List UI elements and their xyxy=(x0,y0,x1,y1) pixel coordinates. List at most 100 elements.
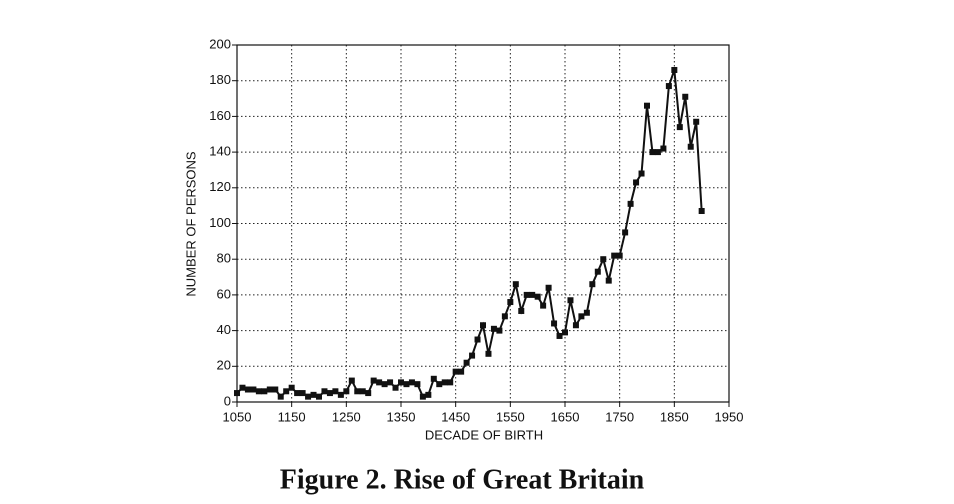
data-marker xyxy=(529,291,536,298)
data-marker xyxy=(682,93,689,100)
data-marker xyxy=(425,391,432,398)
data-marker xyxy=(551,320,558,327)
data-marker xyxy=(594,268,601,275)
data-marker xyxy=(480,322,486,329)
data-marker xyxy=(627,200,634,207)
data-marker xyxy=(316,393,322,400)
data-marker xyxy=(458,368,465,375)
y-tick-label: 180 xyxy=(209,72,231,87)
data-marker xyxy=(556,332,563,339)
data-marker xyxy=(430,375,437,382)
data-marker xyxy=(359,388,366,395)
data-marker xyxy=(299,390,306,397)
data-marker xyxy=(294,390,301,397)
data-marker xyxy=(234,390,240,397)
x-tick-label: 1050 xyxy=(223,409,252,424)
y-tick-label: 200 xyxy=(209,36,231,51)
data-marker xyxy=(485,350,492,357)
data-marker xyxy=(463,359,470,366)
data-marker xyxy=(436,381,443,388)
data-marker xyxy=(649,149,656,156)
x-tick-label: 1550 xyxy=(496,409,525,424)
data-marker xyxy=(545,284,552,291)
data-marker xyxy=(654,149,661,156)
x-tick-label: 1350 xyxy=(387,409,416,424)
data-marker xyxy=(348,377,355,384)
data-marker xyxy=(261,388,268,395)
y-tick-label: 160 xyxy=(209,108,231,123)
data-marker xyxy=(665,83,672,90)
x-axis-title: DECADE OF BIRTH xyxy=(425,427,543,442)
data-marker xyxy=(616,252,623,259)
data-marker xyxy=(277,393,284,400)
y-tick-label: 140 xyxy=(209,144,231,159)
data-marker xyxy=(255,388,262,395)
y-tick-label: 80 xyxy=(217,251,231,266)
data-line xyxy=(236,69,703,399)
data-marker xyxy=(644,102,650,109)
data-marker xyxy=(490,325,497,332)
data-marker xyxy=(288,384,295,391)
data-marker xyxy=(266,386,273,393)
y-tick-label: 120 xyxy=(209,179,231,194)
plot-frame xyxy=(236,44,730,403)
data-marker xyxy=(611,252,618,259)
y-tick-label: 40 xyxy=(217,322,231,337)
y-tick-label: 20 xyxy=(217,358,231,373)
data-marker xyxy=(392,384,399,391)
data-marker xyxy=(239,384,246,391)
data-marker xyxy=(534,293,541,300)
x-tick-label: 1650 xyxy=(551,409,580,424)
data-marker xyxy=(414,381,421,388)
figure-caption: Figure 2. Rise of Great Britain xyxy=(280,464,645,495)
data-marker xyxy=(572,322,579,329)
x-tick-label: 1450 xyxy=(441,409,470,424)
data-marker xyxy=(381,381,388,388)
x-tick-label: 1950 xyxy=(715,409,744,424)
data-marker xyxy=(343,388,350,395)
data-marker xyxy=(305,393,312,400)
data-marker xyxy=(518,307,525,314)
data-marker xyxy=(562,329,568,336)
data-marker xyxy=(660,145,667,152)
x-tick-label: 1750 xyxy=(605,409,634,424)
data-marker xyxy=(676,124,683,131)
data-marker xyxy=(408,379,415,386)
y-axis-title: NUMBER OF PERSONS xyxy=(183,151,198,297)
data-marker xyxy=(283,388,290,395)
data-marker xyxy=(398,379,404,386)
data-marker xyxy=(687,143,694,150)
x-tick-label: 1250 xyxy=(332,409,361,424)
data-marker xyxy=(387,379,394,386)
data-marker xyxy=(244,386,251,393)
data-marker xyxy=(469,352,476,359)
data-marker xyxy=(365,390,372,397)
data-marker xyxy=(321,388,328,395)
data-marker xyxy=(633,179,640,186)
data-marker xyxy=(332,388,339,395)
data-marker xyxy=(474,336,481,343)
data-marker xyxy=(567,297,574,304)
data-marker xyxy=(326,390,333,397)
y-tick-label: 60 xyxy=(217,286,231,301)
data-marker xyxy=(403,381,410,388)
data-marker xyxy=(452,368,459,375)
data-marker xyxy=(250,386,257,393)
data-marker xyxy=(376,379,383,386)
data-marker xyxy=(496,327,503,334)
x-tick-label: 1850 xyxy=(660,409,689,424)
data-marker xyxy=(605,277,612,284)
data-marker xyxy=(441,379,448,386)
data-marker xyxy=(638,170,645,177)
data-marker xyxy=(447,379,454,386)
x-tick-label: 1150 xyxy=(278,409,306,424)
data-marker xyxy=(337,391,344,398)
y-tick-label: 0 xyxy=(224,393,231,408)
data-marker xyxy=(589,281,596,288)
data-marker xyxy=(578,313,585,320)
data-marker xyxy=(622,229,629,236)
data-marker xyxy=(501,313,508,320)
data-marker xyxy=(671,66,678,73)
data-marker xyxy=(419,393,426,400)
